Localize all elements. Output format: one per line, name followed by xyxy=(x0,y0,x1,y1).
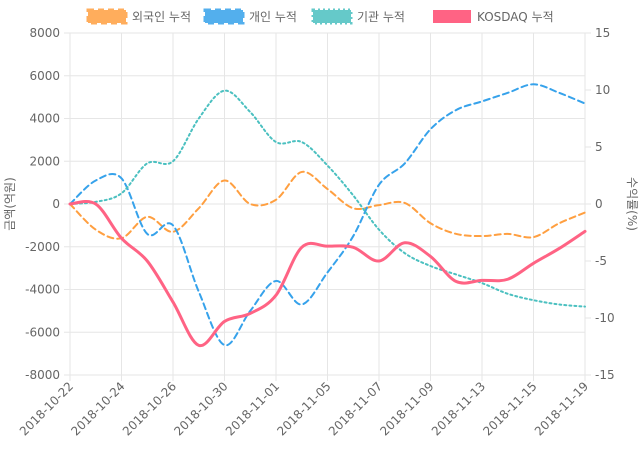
x-tick-label: 2018-11-05 xyxy=(274,379,333,438)
y-left-tick-label: 2000 xyxy=(29,154,60,168)
legend-swatch xyxy=(433,10,471,23)
y-right-tick-label: 10 xyxy=(595,83,610,97)
y-left-tick-label: -8000 xyxy=(25,368,60,382)
x-tick-label: 2018-11-07 xyxy=(326,379,385,438)
legend-label: 기관 누적 xyxy=(357,10,405,24)
y-right-tick-label: 15 xyxy=(595,26,610,40)
y-right-tick-label: 5 xyxy=(595,140,603,154)
y-left-tick-label: 6000 xyxy=(29,69,60,83)
x-tick-label: 2018-10-22 xyxy=(17,379,76,438)
legend-swatch xyxy=(311,8,353,25)
x-tick-label: 2018-10-24 xyxy=(68,379,127,438)
y-left-axis-title: 금액(억원) xyxy=(3,177,17,231)
x-tick-label: 2018-10-26 xyxy=(120,379,179,438)
series-line-0 xyxy=(69,170,586,240)
series-line-3 xyxy=(68,199,587,347)
legend-item-0[interactable]: 외국인 누적 xyxy=(86,8,191,25)
x-tick-label: 2018-11-15 xyxy=(480,379,539,438)
series-line-2 xyxy=(69,89,586,308)
y-left-tick-label: 4000 xyxy=(29,112,60,126)
x-tick-label: 2018-11-01 xyxy=(223,379,282,438)
y-left-tick-label: -4000 xyxy=(25,283,60,297)
legend-label: 외국인 누적 xyxy=(132,10,191,24)
y-right-tick-label: -10 xyxy=(595,311,615,325)
legend-item-3[interactable]: KOSDAQ 누적 xyxy=(433,10,554,24)
gridlines xyxy=(64,32,586,381)
y-left-tick-label: -2000 xyxy=(25,240,60,254)
series-lines xyxy=(68,83,587,347)
y-right-axis-title: 수익률(%) xyxy=(625,177,639,231)
series-line-1 xyxy=(69,83,586,347)
legend-label: 개인 누적 xyxy=(249,10,297,24)
legend-item-2[interactable]: 기관 누적 xyxy=(311,8,405,25)
legend[interactable]: 외국인 누적 개인 누적 기관 누적 KOSDAQ 누적 xyxy=(86,8,554,25)
y-left-tick-label: -6000 xyxy=(25,325,60,339)
legend-label: KOSDAQ 누적 xyxy=(477,10,554,24)
x-tick-label: 2018-11-13 xyxy=(429,379,488,438)
x-tick-label: 2018-10-30 xyxy=(171,379,230,438)
legend-item-1[interactable]: 개인 누적 xyxy=(203,8,297,25)
y-left-tick-label: 8000 xyxy=(29,26,60,40)
y-right-tick-label: -15 xyxy=(595,368,615,382)
x-tick-label: 2018-11-19 xyxy=(532,379,591,438)
legend-swatch xyxy=(86,8,128,25)
y-right-tick-label: -5 xyxy=(595,254,607,268)
x-tick-label: 2018-11-09 xyxy=(377,379,436,438)
legend-swatch xyxy=(203,8,245,25)
y-right-tick-label: 0 xyxy=(595,197,603,211)
y-left-tick-label: 0 xyxy=(52,197,60,211)
